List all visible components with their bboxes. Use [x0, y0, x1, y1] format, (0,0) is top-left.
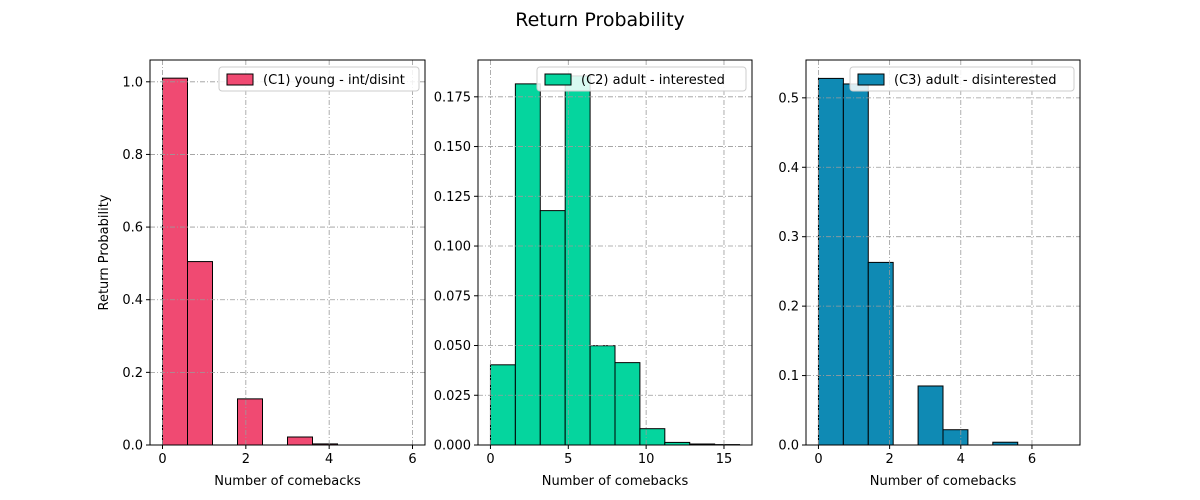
bar [564, 75, 591, 446]
x-tick-label: 15 [716, 452, 733, 467]
legend-label: (C3) adult - disinterested [894, 73, 1057, 88]
x-tick-label: 5 [564, 452, 572, 467]
x-tick-label: 2 [242, 452, 250, 467]
bar [842, 83, 869, 446]
y-tick-label: 0.075 [434, 289, 471, 304]
y-tick-label: 0.2 [122, 366, 143, 381]
x-axis-label: Number of comebacks [542, 474, 689, 489]
bar [917, 385, 944, 446]
y-tick-label: 0.5 [778, 91, 799, 106]
y-tick-label: 0.025 [434, 389, 471, 404]
legend-label: (C1) young - int/disint [263, 73, 405, 88]
y-tick-label: 0.125 [434, 190, 471, 205]
legend-box [849, 66, 1075, 92]
y-tick-label: 0.050 [434, 339, 471, 354]
chart-panel-1: 0 2 4 6 0.0 0.2 0.4 0.6 0.8 1.0 Number of comeback… [97, 59, 426, 489]
x-axis-label: Number of comebacks [870, 474, 1017, 489]
legend-swatch [857, 73, 885, 86]
bar [489, 364, 516, 446]
legend-swatch [226, 73, 254, 86]
axes-frame [149, 59, 426, 446]
y-tick-label: 0.4 [778, 161, 799, 176]
y-tick-label: 0.3 [778, 230, 799, 245]
y-tick-label: 0.6 [122, 221, 143, 236]
figure-title: Return Probability [515, 9, 685, 31]
bar [187, 261, 213, 446]
x-tick-label: 0 [814, 452, 822, 467]
y-tick-label: 0.175 [434, 90, 471, 105]
axes-frame [477, 59, 753, 446]
x-tick-label: 4 [957, 452, 965, 467]
y-axis-label: Return Probability [97, 194, 112, 310]
x-tick-label: 6 [1028, 452, 1036, 467]
bar [639, 428, 666, 446]
bar [287, 436, 313, 446]
legend-box [218, 66, 420, 92]
bar [162, 77, 188, 446]
bar [942, 429, 969, 446]
x-tick-label: 0 [486, 452, 494, 467]
x-axis-label: Number of comebacks [214, 474, 361, 489]
y-tick-label: 0.000 [434, 439, 471, 454]
legend-box [536, 66, 747, 92]
chart-panel-3: 0 2 4 6 0.0 0.1 0.2 0.3 0.4 0.5 Number of comeback… [778, 59, 1081, 489]
bar [817, 77, 844, 446]
y-tick-label: 0.2 [778, 300, 799, 315]
bar [237, 398, 263, 446]
legend-swatch [544, 73, 572, 86]
charts-container: 0 2 4 6 0.0 0.2 0.4 0.6 0.8 1.0 Number of comeback… [97, 59, 1081, 489]
y-tick-label: 0.150 [434, 140, 471, 155]
legend-label: (C2) adult - interested [581, 73, 725, 88]
x-tick-label: 10 [638, 452, 655, 467]
y-tick-label: 1.0 [122, 75, 143, 90]
axes-frame [805, 59, 1081, 446]
y-tick-label: 0.0 [778, 439, 799, 454]
y-tick-label: 0.0 [122, 439, 143, 454]
y-tick-label: 0.1 [778, 369, 799, 384]
x-tick-label: 2 [885, 452, 893, 467]
bar [514, 83, 541, 446]
chart-panel-2: 0 5 10 15 0.000 0.025 0.050 0.075 0.100 0.125 0.15… [434, 59, 753, 489]
bar [867, 261, 894, 446]
y-tick-label: 0.8 [122, 148, 143, 163]
x-tick-label: 6 [408, 452, 416, 467]
bar [614, 362, 641, 446]
x-tick-label: 4 [325, 452, 333, 467]
y-tick-label: 0.4 [122, 293, 143, 308]
y-tick-label: 0.100 [434, 240, 471, 255]
x-tick-label: 0 [158, 452, 166, 467]
